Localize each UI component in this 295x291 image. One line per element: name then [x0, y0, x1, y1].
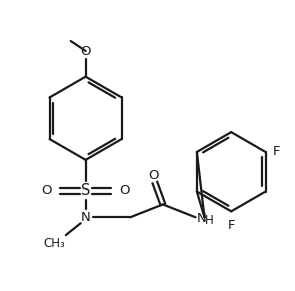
Text: N: N	[81, 211, 91, 224]
Text: F: F	[273, 146, 280, 158]
Text: O: O	[149, 169, 159, 182]
Text: N: N	[196, 212, 206, 225]
Text: O: O	[41, 184, 52, 197]
Text: CH₃: CH₃	[43, 237, 65, 250]
Text: F: F	[227, 219, 235, 232]
Text: H: H	[204, 214, 213, 227]
Text: O: O	[119, 184, 130, 197]
Text: O: O	[80, 45, 91, 58]
Text: S: S	[81, 183, 90, 198]
